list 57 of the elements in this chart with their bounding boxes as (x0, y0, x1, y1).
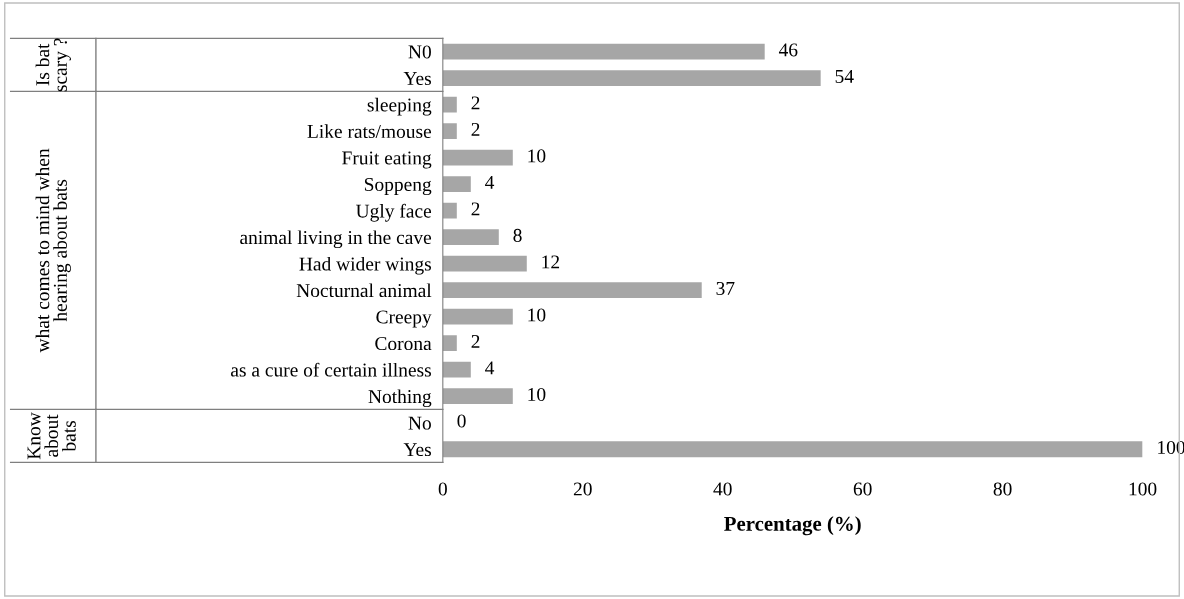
data-label: 37 (716, 281, 735, 296)
x-axis-title: Percentage (%) (724, 516, 861, 536)
data-label: 2 (471, 202, 480, 216)
y-tick-label: Yes (403, 443, 431, 457)
data-label: 8 (513, 228, 522, 242)
bar (442, 176, 471, 193)
data-label: 2 (471, 122, 480, 136)
x-tick-label: 20 (573, 482, 592, 496)
bar (442, 43, 765, 60)
bar (442, 441, 1143, 458)
data-label: 4 (485, 361, 495, 375)
y-tick-label: animal living in the cave (240, 230, 432, 249)
data-label: 54 (835, 69, 854, 83)
text: Know about bats (27, 412, 76, 460)
bar (442, 70, 821, 87)
x-tick-label: 60 (853, 482, 872, 496)
y-tick-label: N0 (408, 45, 431, 59)
data-label: 2 (471, 334, 480, 348)
x-tick-label: 100 (1129, 482, 1157, 496)
x-tick-label: 40 (713, 482, 732, 496)
y-tick-label: No (408, 416, 431, 430)
bar (442, 255, 527, 272)
text: what comes to mind when hearing about bats (35, 148, 71, 353)
bar (442, 123, 457, 140)
y-tick-label: Like rats/mouse (307, 124, 432, 139)
x-tick-label: 0 (438, 482, 447, 496)
bar (442, 388, 513, 405)
bar (442, 282, 702, 299)
y-tick-label: Had wider wings (299, 256, 431, 275)
x-tick-label: 80 (993, 482, 1012, 496)
bar (442, 308, 513, 325)
y-tick-label: sleeping (367, 97, 432, 116)
y-tick-label: Ugly face (355, 203, 432, 222)
data-label: 4 (485, 175, 495, 189)
y-tick-label: Soppeng (364, 177, 432, 196)
bar (442, 149, 513, 166)
data-label: 10 (528, 387, 546, 402)
data-label: 12 (542, 255, 560, 269)
bar (442, 335, 457, 352)
y-tick-label: Creepy (376, 310, 432, 328)
data-label: 10 (528, 308, 546, 322)
text: Is bat scary ? (35, 38, 71, 92)
bar (442, 229, 499, 246)
data-label: 10 (528, 149, 546, 163)
data-label: 100 (1158, 440, 1184, 455)
y-tick-label: Corona (375, 337, 432, 351)
data-label: 46 (778, 43, 798, 57)
bar (442, 202, 457, 219)
y-tick-label: as a cure of certain illness (231, 362, 431, 377)
y-tick-label: Nothing (368, 389, 432, 408)
y-tick-label: Fruit eating (342, 151, 432, 169)
data-label: 2 (471, 96, 480, 110)
y-tick-label: Nocturnal animal (296, 283, 432, 298)
data-label: 0 (457, 414, 466, 428)
y-tick-label: Yes (403, 72, 431, 86)
bar (442, 361, 471, 378)
bar (442, 96, 457, 113)
